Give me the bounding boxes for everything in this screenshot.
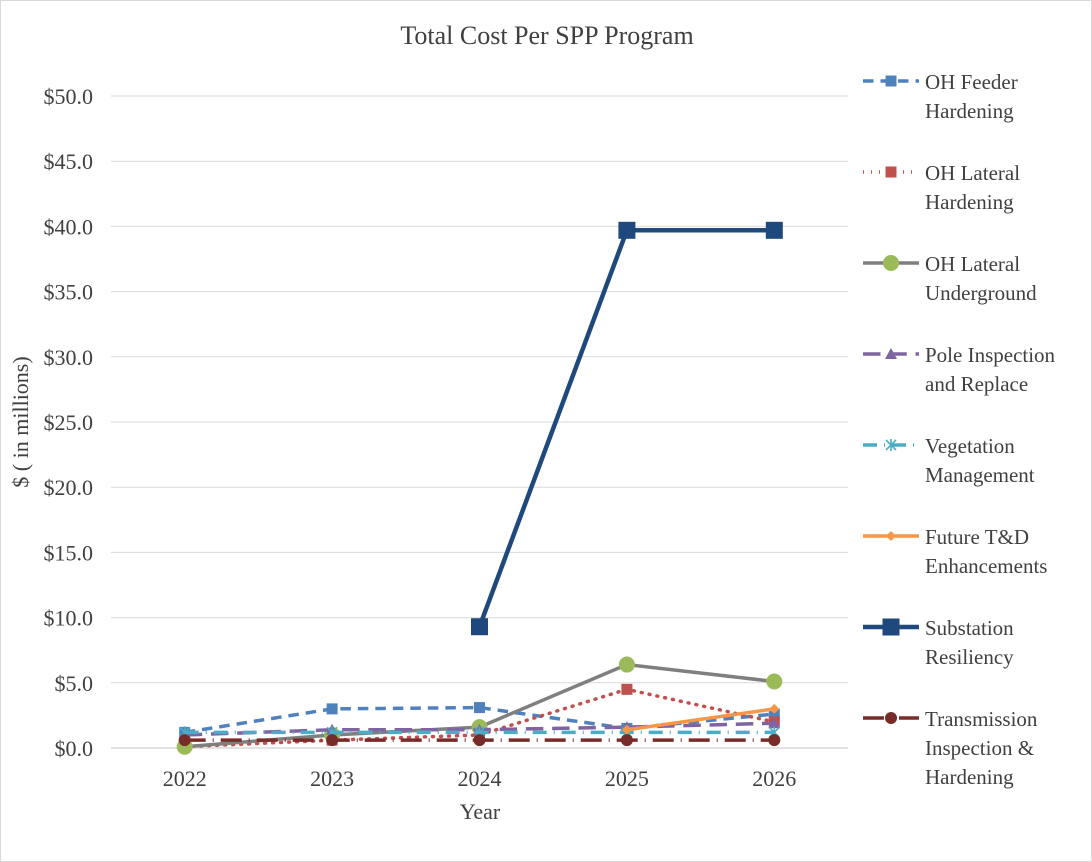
series-line (626, 707, 775, 732)
legend-label-line: Management (925, 463, 1035, 487)
data-point (621, 683, 633, 695)
legend-marker (882, 618, 900, 636)
legend-item: OH Lateral Underground (863, 252, 1037, 305)
legend-label-line: Inspection & (925, 736, 1034, 760)
x-tick-label: 2024 (458, 766, 502, 791)
legend-label-line: Hardening (925, 765, 1014, 789)
legend-label: Substation Resiliency (925, 616, 1014, 669)
data-point (473, 734, 486, 747)
data-point (326, 703, 338, 715)
x-axis-ticks: 2022 2023 2024 2025 2026 (163, 766, 797, 791)
legend-item: Pole Inspection and Replace (863, 343, 1056, 396)
series-lines (176, 221, 783, 755)
data-point (766, 673, 783, 690)
legend-label: Vegetation Management (925, 434, 1035, 487)
data-point (620, 734, 633, 747)
legend-label-line: Pole Inspection (925, 343, 1056, 367)
legend-item: OH Feeder Hardening (863, 70, 1018, 123)
data-point (768, 717, 781, 729)
chart-title: Total Cost Per SPP Program (400, 21, 693, 50)
y-tick-label: $35.0 (44, 280, 94, 305)
legend-item: Vegetation Management (863, 434, 1035, 487)
y-tick-label: $40.0 (44, 214, 94, 239)
legend-label: Pole Inspection and Replace (925, 343, 1056, 396)
data-point (769, 703, 780, 714)
series-7 (471, 221, 783, 636)
y-tick-label: $30.0 (44, 345, 94, 370)
legend-label-line: OH Lateral (925, 252, 1020, 276)
legend-marker (885, 166, 897, 178)
data-point (474, 702, 485, 714)
legend-label-line: Resiliency (925, 645, 1014, 669)
legend-marker (885, 712, 897, 724)
legend-marker (883, 255, 899, 271)
y-tick-label: $5.0 (55, 671, 94, 696)
data-point (326, 734, 339, 747)
legend-item: OH Lateral Hardening (863, 161, 1020, 214)
legend-label-line: and Replace (925, 372, 1028, 396)
legend-label-line: OH Feeder (925, 70, 1018, 94)
legend-item: Substation Resiliency (863, 616, 1014, 669)
series-6 (621, 703, 780, 735)
x-tick-label: 2022 (163, 766, 207, 791)
data-point (178, 734, 191, 747)
data-point (768, 734, 781, 747)
legend-label-line: Hardening (925, 190, 1014, 214)
legend-marker (885, 439, 897, 451)
series-8 (178, 734, 781, 747)
gridlines (111, 95, 848, 684)
y-tick-label: $0.0 (55, 736, 94, 761)
data-point (765, 221, 783, 239)
legend-label: OH Feeder Hardening (925, 70, 1018, 123)
data-point (618, 221, 636, 239)
legend-label-line: OH Lateral (925, 161, 1020, 185)
legend-label-line: Underground (925, 281, 1037, 305)
y-tick-label: $45.0 (44, 149, 94, 174)
y-tick-label: $20.0 (44, 475, 94, 500)
y-tick-label: $50.0 (44, 84, 94, 109)
x-tick-label: 2025 (605, 766, 649, 791)
legend-label: Future T&D Enhancements (925, 525, 1047, 578)
x-axis-label: Year (460, 799, 501, 824)
legend-item: Future T&D Enhancements (863, 525, 1047, 578)
x-tick-label: 2023 (310, 766, 354, 791)
data-point (621, 724, 632, 735)
legend-label: Transmission Inspection & Hardening (925, 707, 1038, 789)
legend-label-line: Hardening (925, 99, 1014, 123)
legend-label-line: Substation (925, 616, 1014, 640)
y-tick-label: $15.0 (44, 540, 94, 565)
y-axis-label: $ ( in millions) (8, 356, 33, 487)
x-tick-label: 2026 (752, 766, 796, 791)
legend-marker (885, 348, 897, 359)
legend-marker (885, 75, 897, 87)
y-tick-label: $25.0 (44, 410, 94, 435)
legend-label: OH Lateral Underground (925, 252, 1037, 305)
legend-label-line: Vegetation (925, 434, 1015, 458)
data-point (471, 618, 488, 636)
data-point (618, 656, 635, 673)
legend-label: OH Lateral Hardening (925, 161, 1020, 214)
y-axis-ticks: $0.0 $5.0 $10.0 $15.0 $20.0 $25.0 $30.0 $35.0 $4… (44, 84, 94, 761)
legend-marker (886, 531, 896, 541)
legend-label-line: Future T&D (925, 525, 1029, 549)
series-line (477, 228, 775, 628)
legend-label-line: Enhancements (925, 554, 1047, 578)
data-point (768, 708, 780, 720)
legend-item: Transmission Inspection & Hardening (863, 707, 1038, 789)
y-tick-label: $10.0 (44, 606, 94, 631)
legend-label-line: Transmission (925, 707, 1038, 731)
